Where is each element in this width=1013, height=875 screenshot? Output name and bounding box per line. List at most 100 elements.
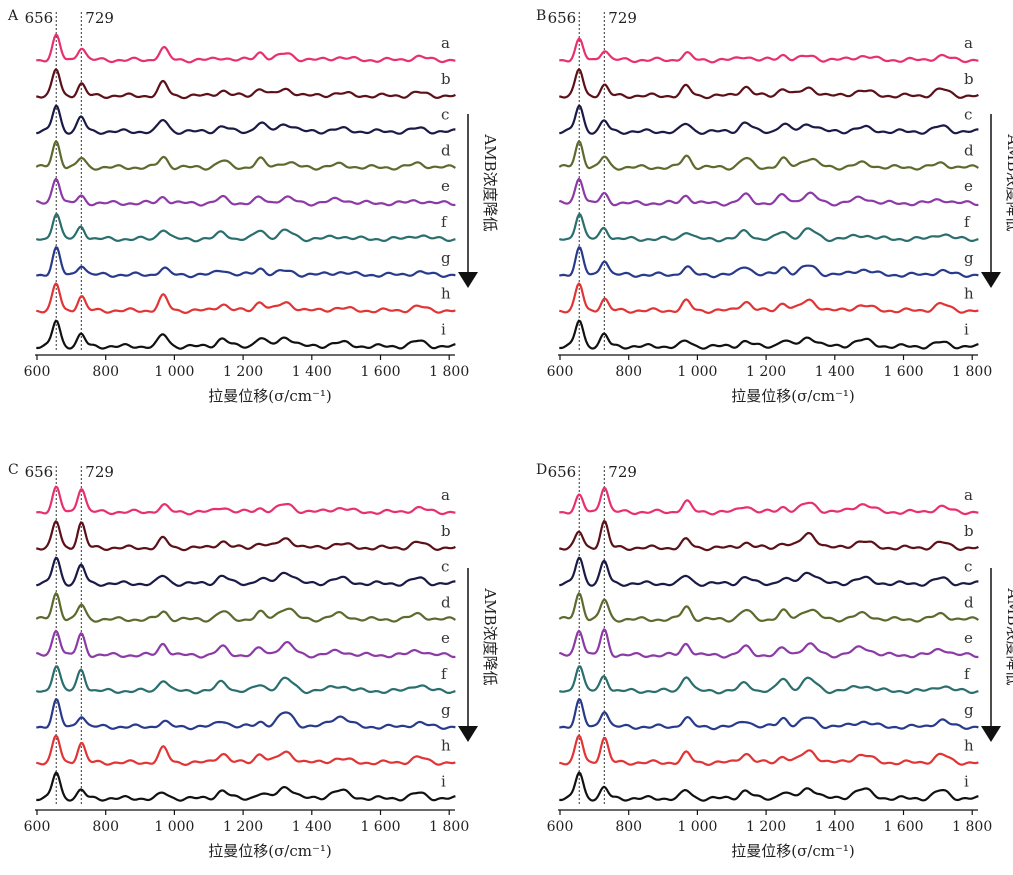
spectrum-i — [559, 319, 979, 350]
spectrum-b — [558, 520, 979, 552]
reference-label-656: 656 — [548, 9, 577, 27]
series-label-a: a — [964, 486, 973, 504]
spectrum-c — [36, 104, 456, 135]
spectrum-h — [559, 734, 979, 766]
spectrum-g — [559, 246, 979, 279]
spectrum-b — [35, 520, 456, 552]
series-label-a: a — [441, 34, 450, 52]
reference-label-656: 656 — [25, 9, 54, 27]
spectrum-h — [36, 734, 456, 766]
x-tick-label: 1 800 — [429, 364, 469, 380]
x-tick-label: 1 400 — [292, 364, 332, 380]
x-tick-label: 800 — [615, 364, 642, 380]
series-label-g: g — [441, 701, 451, 719]
spectrum-c — [559, 104, 979, 135]
x-tick-label: 600 — [24, 819, 51, 835]
x-tick-label: 800 — [92, 819, 119, 835]
reference-label-729: 729 — [608, 463, 637, 481]
series-label-d: d — [964, 141, 974, 159]
concentration-arrow-head — [981, 272, 1001, 288]
series-label-b: b — [964, 522, 974, 540]
series-label-a: a — [964, 34, 973, 52]
spectrum-f — [558, 213, 979, 243]
series-label-b: b — [441, 522, 451, 540]
spectrum-a — [559, 37, 979, 64]
panel-letter: C — [8, 462, 19, 478]
series-label-d: d — [964, 593, 974, 611]
x-tick-label: 1 200 — [223, 819, 263, 835]
spectrum-d — [35, 140, 456, 171]
concentration-arrow-head — [458, 272, 478, 288]
reference-label-656: 656 — [25, 463, 54, 481]
series-label-i: i — [441, 320, 446, 338]
series-label-h: h — [441, 737, 451, 755]
x-tick-label: 1 800 — [429, 819, 469, 835]
series-label-e: e — [441, 177, 450, 195]
series-label-h: h — [964, 737, 974, 755]
x-tick-label: 800 — [615, 819, 642, 835]
spectrum-i — [559, 771, 979, 802]
spectrum-f — [558, 665, 979, 695]
spectrum-c — [559, 556, 979, 587]
spectrum-a — [36, 485, 456, 516]
series-label-e: e — [964, 629, 973, 647]
reference-label-729: 729 — [85, 9, 114, 27]
panel-letter: B — [536, 8, 546, 24]
reference-label-729: 729 — [608, 9, 637, 27]
x-tick-label: 800 — [92, 364, 119, 380]
spectrum-g — [36, 246, 456, 279]
panel-letter: A — [7, 8, 19, 24]
x-tick-label: 1 000 — [677, 364, 717, 380]
x-axis-label: 拉曼位移(σ/cm⁻¹) — [731, 387, 855, 405]
x-axis-label: 拉曼位移(σ/cm⁻¹) — [208, 387, 332, 405]
concentration-arrow-head — [981, 726, 1001, 742]
x-tick-label: 1 600 — [883, 364, 923, 380]
spectrum-d — [558, 592, 979, 623]
x-axis-label: 拉曼位移(σ/cm⁻¹) — [731, 842, 855, 860]
concentration-arrow-label: AMB浓度降低 — [1004, 133, 1013, 231]
x-tick-label: 1 200 — [746, 364, 786, 380]
x-axis-label: 拉曼位移(σ/cm⁻¹) — [208, 842, 332, 860]
x-tick-label: 600 — [547, 819, 574, 835]
x-tick-label: 600 — [547, 364, 574, 380]
x-tick-label: 1 000 — [154, 364, 194, 380]
spectrum-f — [35, 213, 456, 243]
series-label-d: d — [441, 593, 451, 611]
series-label-h: h — [964, 285, 974, 303]
spectrum-g — [559, 698, 979, 731]
series-label-c: c — [441, 558, 449, 576]
series-label-f: f — [441, 213, 448, 231]
spectrum-e — [558, 177, 979, 207]
series-label-g: g — [964, 701, 974, 719]
series-label-f: f — [441, 665, 448, 683]
concentration-arrow-label: AMB浓度降低 — [481, 587, 499, 685]
spectrum-f — [35, 665, 456, 695]
series-label-c: c — [441, 106, 449, 124]
series-label-g: g — [441, 249, 451, 267]
series-label-g: g — [964, 249, 974, 267]
concentration-arrow-label: AMB浓度降低 — [481, 133, 499, 231]
x-tick-label: 1 400 — [815, 364, 855, 380]
series-label-e: e — [441, 629, 450, 647]
x-tick-label: 1 600 — [360, 364, 400, 380]
reference-label-729: 729 — [85, 463, 114, 481]
x-tick-label: 1 000 — [154, 819, 194, 835]
spectrum-a — [559, 486, 979, 516]
x-tick-label: 1 600 — [360, 819, 400, 835]
series-label-i: i — [441, 772, 446, 790]
spectrum-e — [558, 628, 979, 659]
spectrum-h — [559, 282, 979, 314]
series-label-d: d — [441, 141, 451, 159]
concentration-arrow-head — [458, 726, 478, 742]
spectrum-i — [36, 771, 456, 802]
series-label-e: e — [964, 177, 973, 195]
series-label-f: f — [964, 665, 971, 683]
spectrum-i — [36, 319, 456, 350]
x-tick-label: 600 — [24, 364, 51, 380]
spectrum-g — [36, 698, 456, 731]
spectrum-d — [35, 592, 456, 623]
